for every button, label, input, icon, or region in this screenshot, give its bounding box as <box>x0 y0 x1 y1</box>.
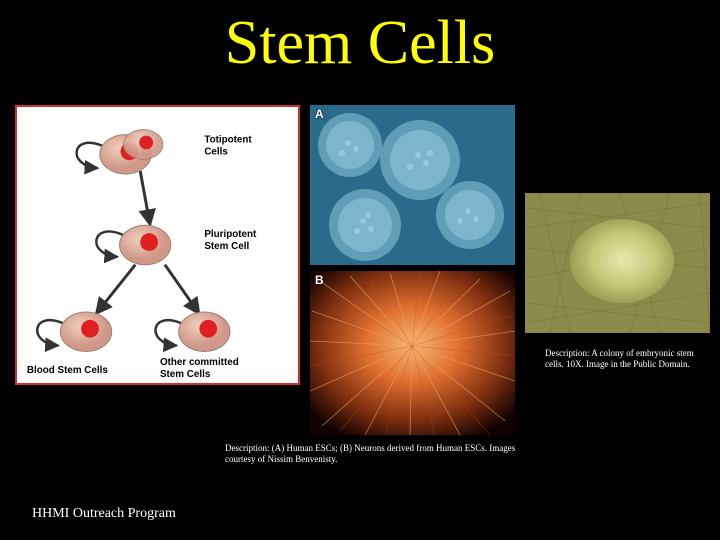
label-pluripotent-2: Stem Cell <box>204 241 249 252</box>
esc-neuron-image-pair: A B <box>310 105 515 435</box>
slide-title: Stem Cells <box>0 8 720 79</box>
esc-colony-image <box>525 193 710 333</box>
footer-credit: HHMI Outreach Program <box>32 506 176 522</box>
panel-a-human-escs: A <box>310 105 515 265</box>
panel-b-neurons: B <box>310 271 515 435</box>
label-other-2: Stem Cells <box>160 369 211 380</box>
caption-esc-colony: Description: A colony of embryonic stem … <box>545 348 705 370</box>
label-totipotent: Totipotent <box>204 134 252 145</box>
label-totipotent-2: Cells <box>204 146 228 157</box>
panel-a-label: A <box>315 107 324 121</box>
label-blood: Blood Stem Cells <box>27 365 108 376</box>
panel-b-label: B <box>315 273 324 287</box>
label-pluripotent: Pluripotent <box>204 229 257 240</box>
caption-esc-neurons: Description: (A) Human ESCs; (B) Neurons… <box>225 443 525 465</box>
stem-cell-lineage-diagram: Totipotent Cells Pluripotent Stem Cell B… <box>15 105 300 385</box>
label-other: Other committed <box>160 357 239 368</box>
